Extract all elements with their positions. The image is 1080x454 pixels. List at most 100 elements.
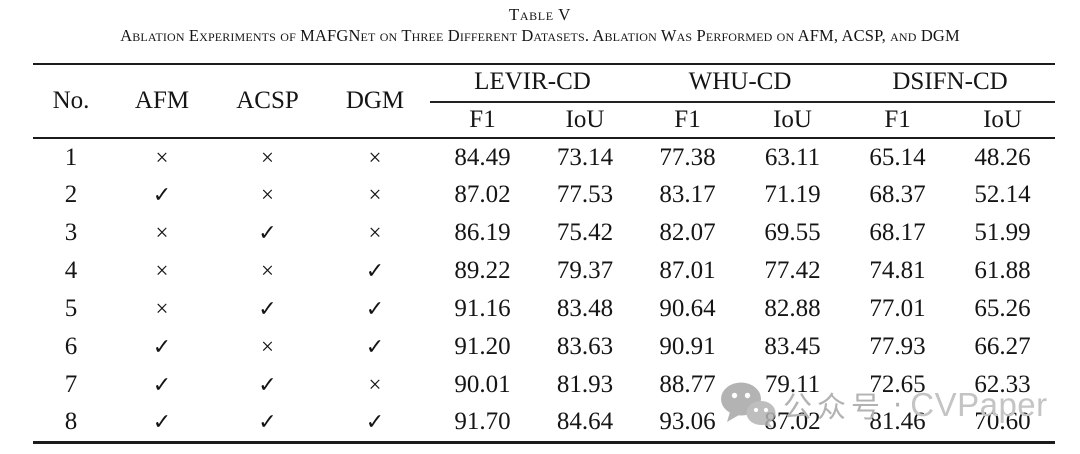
dgm-mark-cell: ✓	[365, 334, 385, 360]
metric-value-cell: 83.45	[764, 333, 821, 360]
dataset-header-levir-cd: LEVIR-CD	[430, 64, 635, 103]
table-title: Table V	[508, 5, 572, 24]
row-number-cell: 6	[64, 333, 78, 360]
metric-value-cell: 81.93	[556, 371, 614, 398]
acsp-mark-cell: ✓	[258, 296, 277, 322]
metric-value-cell: 86.19	[454, 219, 511, 246]
dataset-header-whu-cd: WHU-CD	[635, 64, 846, 103]
metric-value-cell: 74.81	[869, 257, 926, 284]
table-row: 6 ✓ × ✓ 91.20 83.63 90.91 83.45 77.93 66.27	[33, 328, 1055, 366]
dgm-mark-cell: ×	[368, 144, 382, 170]
col-header-dgm: DGM	[320, 64, 430, 139]
metric-value-cell: 90.64	[659, 295, 716, 322]
dgm-mark-cell: ×	[368, 182, 382, 207]
metric-value-cell: 83.17	[659, 181, 716, 208]
metric-value-cell: 82.88	[764, 295, 821, 322]
table-row: 8 ✓ ✓ ✓ 91.70 84.64 93.06 87.02 81.46 70.60	[33, 404, 1055, 442]
table-row: 7 ✓ ✓ × 90.01 81.93 88.77 79.11 72.65 62.33	[33, 366, 1055, 404]
metric-value-cell: 91.70	[454, 408, 511, 436]
table-row: 4 × × ✓ 89.22 79.37 87.01 77.42 74.81 61.88	[33, 252, 1055, 290]
row-number-cell: 7	[64, 371, 78, 398]
dataset-header-dsifn-cd: DSIFN-CD	[845, 64, 1056, 103]
metric-value-cell: 91.16	[454, 295, 511, 322]
table-body: 1 × × × 84.49 73.14 77.38 63.11 65.14 48.26 2 ✓ × × 87…	[33, 138, 1055, 442]
metric-value-cell: 83.48	[556, 295, 614, 322]
row-number-cell: 2	[64, 181, 78, 208]
col-header-acsp: ACSP	[215, 64, 320, 139]
dgm-mark-cell: ×	[368, 220, 382, 245]
metric-value-cell: 79.11	[764, 371, 821, 398]
dgm-mark-cell: ✓	[365, 258, 385, 284]
metric-value-cell: 63.11	[764, 143, 821, 171]
metric-header-whu-iou: IoU	[740, 102, 846, 139]
header-row-groups: No. AFM ACSP DGM LEVIR-CD WHU-CD DSIFN-C…	[33, 64, 1056, 139]
metric-header-levir-f1: F1	[430, 102, 535, 139]
metric-value-cell: 93.06	[659, 408, 716, 436]
metric-value-cell: 84.49	[454, 143, 511, 171]
metric-value-cell: 77.42	[764, 257, 821, 284]
metric-value-cell: 65.26	[974, 295, 1031, 322]
col-header-no: No.	[33, 64, 109, 139]
afm-mark-cell: ×	[155, 296, 169, 321]
metric-value-cell: 91.20	[454, 333, 511, 360]
metric-value-cell: 87.02	[764, 408, 821, 436]
metric-value-cell: 77.53	[556, 181, 614, 208]
row-number-cell: 4	[64, 257, 78, 284]
metric-header-dsifn-f1: F1	[845, 102, 951, 139]
row-number-cell: 5	[64, 295, 78, 322]
table-header: No. AFM ACSP DGM LEVIR-CD WHU-CD DSIFN-C…	[33, 64, 1056, 139]
row-number-cell: 8	[64, 408, 78, 436]
metric-value-cell: 77.38	[659, 143, 716, 171]
metric-value-cell: 48.26	[974, 143, 1031, 171]
metric-value-cell: 61.88	[974, 257, 1031, 284]
dgm-mark-cell: ×	[368, 372, 382, 397]
afm-mark-cell: ×	[155, 220, 169, 245]
ablation-results-table: No. AFM ACSP DGM LEVIR-CD WHU-CD DSIFN-C…	[33, 63, 1056, 444]
header-row-metrics: F1 IoU F1 IoU F1 IoU	[33, 102, 1056, 139]
acsp-mark-cell: ✓	[258, 372, 277, 398]
table-row: 3 × ✓ × 86.19 75.42 82.07 69.55 68.17 51.99	[33, 214, 1055, 252]
acsp-mark-cell: ×	[261, 258, 274, 283]
row-number-cell: 3	[64, 219, 78, 246]
metric-value-cell: 66.27	[974, 333, 1031, 360]
metric-value-cell: 72.65	[869, 371, 926, 398]
metric-value-cell: 73.14	[556, 143, 614, 171]
metric-value-cell: 89.22	[454, 257, 511, 284]
metric-header-levir-iou: IoU	[535, 102, 635, 139]
metric-value-cell: 82.07	[659, 219, 716, 246]
metric-header-dsifn-iou: IoU	[950, 102, 1056, 139]
metric-value-cell: 52.14	[974, 181, 1031, 208]
acsp-mark-cell: ✓	[258, 409, 277, 435]
acsp-mark-cell: ×	[261, 334, 274, 359]
metric-value-cell: 77.93	[869, 333, 926, 360]
metric-value-cell: 77.01	[869, 295, 926, 322]
metric-value-cell: 62.33	[974, 371, 1031, 398]
afm-mark-cell: ✓	[152, 182, 172, 208]
acsp-mark-cell: ×	[261, 182, 274, 207]
afm-mark-cell: ✓	[152, 372, 172, 398]
table-caption: Ablation Experiments of MAFGNet on Three…	[120, 26, 960, 45]
metric-value-cell: 68.37	[869, 181, 926, 208]
metric-value-cell: 71.19	[764, 181, 821, 208]
metric-value-cell: 65.14	[869, 143, 926, 171]
metric-value-cell: 88.77	[659, 371, 716, 398]
metric-value-cell: 84.64	[556, 408, 614, 436]
metric-value-cell: 79.37	[556, 257, 614, 284]
metric-value-cell: 68.17	[869, 219, 926, 246]
table-row: 1 × × × 84.49 73.14 77.38 63.11 65.14 48.26	[33, 138, 1055, 176]
metric-value-cell: 69.55	[764, 219, 821, 246]
afm-mark-cell: ×	[155, 258, 169, 283]
metric-value-cell: 90.01	[454, 371, 511, 398]
metric-value-cell: 90.91	[659, 333, 716, 360]
dgm-mark-cell: ✓	[365, 296, 385, 322]
afm-mark-cell: ×	[155, 144, 169, 170]
metric-value-cell: 87.01	[659, 257, 716, 284]
metric-value-cell: 81.46	[869, 408, 926, 436]
table-row: 2 ✓ × × 87.02 77.53 83.17 71.19 68.37 52.14	[33, 176, 1055, 214]
afm-mark-cell: ✓	[152, 409, 172, 435]
metric-value-cell: 83.63	[556, 333, 614, 360]
table-row: 5 × ✓ ✓ 91.16 83.48 90.64 82.88 77.01 65.26	[33, 290, 1055, 328]
metric-value-cell: 87.02	[454, 181, 511, 208]
acsp-mark-cell: ×	[261, 144, 274, 170]
